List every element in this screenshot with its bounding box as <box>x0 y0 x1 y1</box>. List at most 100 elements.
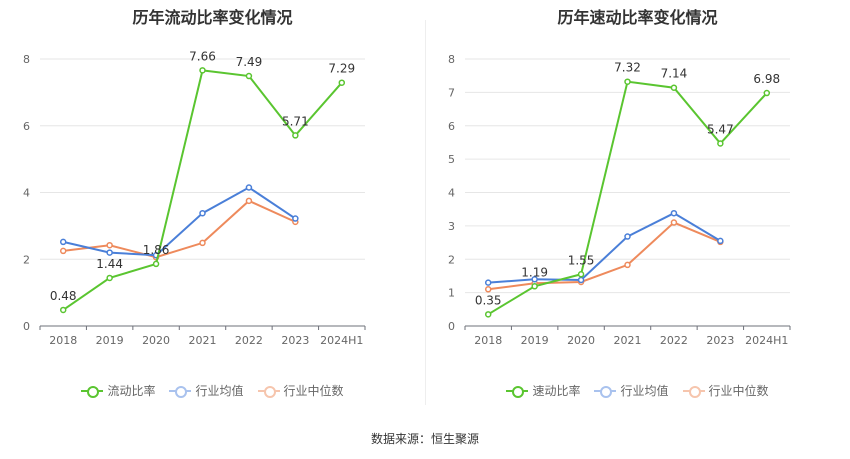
y-tick-label: 7 <box>448 86 455 99</box>
data-point <box>59 238 67 246</box>
data-label: 0.35 <box>475 293 502 307</box>
legend: 流动比率 行业均值 行业中位数 <box>0 382 425 399</box>
data-point <box>763 89 771 97</box>
x-tick-label: 2020 <box>142 334 170 347</box>
y-tick-label: 6 <box>23 120 30 133</box>
data-label: 1.44 <box>96 257 123 271</box>
data-point <box>338 79 346 86</box>
legend-item-industry-median[interactable]: 行业中位数 <box>257 382 344 399</box>
data-point <box>624 233 631 240</box>
legend-item-industry-median[interactable]: 行业中位数 <box>682 382 769 399</box>
y-tick-label: 8 <box>23 53 30 66</box>
y-tick-label: 5 <box>448 153 455 166</box>
data-label: 0.48 <box>50 289 77 303</box>
data-point <box>106 241 113 249</box>
data-label: 7.49 <box>236 55 263 69</box>
x-tick-label: 2023 <box>281 334 309 347</box>
x-tick-label: 2018 <box>49 334 77 347</box>
series-line <box>62 69 343 311</box>
data-point <box>484 286 492 293</box>
x-tick-label: 2022 <box>235 334 263 347</box>
y-tick-label: 8 <box>448 53 455 66</box>
data-point <box>717 140 724 147</box>
y-tick-label: 0 <box>23 320 30 333</box>
series-line <box>488 221 721 291</box>
series-line <box>63 199 296 259</box>
legend-swatch-icon <box>169 385 192 398</box>
legend-label: 行业中位数 <box>708 384 769 398</box>
data-point <box>670 209 678 217</box>
data-label: 7.32 <box>614 61 641 75</box>
data-label: 7.14 <box>661 67 688 81</box>
data-point <box>624 261 631 269</box>
data-label: 7.66 <box>189 49 216 63</box>
quick-ratio-chart: 历年速动比率变化情况 0 1 2 3 4 5 6 7 8 2018 2019 2020 2021 2022… <box>425 0 850 420</box>
data-point <box>59 247 67 255</box>
legend-swatch-icon <box>257 385 280 398</box>
data-label: 1.86 <box>143 243 170 257</box>
data-point <box>717 237 724 245</box>
legend-item-quick-ratio[interactable]: 速动比率 <box>506 382 580 399</box>
y-tick-label: 6 <box>448 120 455 133</box>
data-label: 1.55 <box>568 253 595 267</box>
data-point <box>531 276 538 283</box>
legend-swatch-icon <box>594 385 617 398</box>
legend-item-industry-mean[interactable]: 行业均值 <box>169 382 244 399</box>
data-point <box>106 274 113 282</box>
panel-divider <box>425 20 426 405</box>
current-ratio-plot: 0 2 4 6 8 2018 2019 2020 2021 2022 2023 2024H1 0.48 1… <box>23 49 366 347</box>
data-point <box>484 311 492 318</box>
data-point <box>670 84 678 91</box>
y-tick-label: 2 <box>448 253 455 266</box>
data-point <box>670 219 678 226</box>
x-tick-label: 2021 <box>189 334 217 347</box>
data-point <box>292 215 299 222</box>
chart-title: 历年速动比率变化情况 <box>557 8 718 27</box>
data-point <box>106 249 113 256</box>
legend-swatch-icon <box>506 385 529 398</box>
x-tick-label: 2021 <box>614 334 642 347</box>
data-point <box>152 260 160 268</box>
y-tick-label: 2 <box>23 253 30 266</box>
data-point <box>292 132 299 139</box>
data-point <box>199 209 206 217</box>
chart-title: 历年流动比率变化情况 <box>132 8 293 27</box>
y-tick-label: 4 <box>23 187 30 200</box>
y-tick-label: 0 <box>448 320 455 333</box>
legend-item-current-ratio[interactable]: 流动比率 <box>81 382 155 399</box>
legend-label: 行业中位数 <box>283 384 344 398</box>
data-point <box>577 276 585 284</box>
y-tick-label: 3 <box>448 220 455 233</box>
data-point <box>59 306 67 314</box>
data-point <box>199 239 206 247</box>
data-point <box>577 271 585 278</box>
x-tick-label: 2020 <box>567 334 595 347</box>
data-label: 5.71 <box>282 114 309 128</box>
data-source-note: 数据来源：恒生聚源 <box>370 432 479 446</box>
x-tick-label: 2019 <box>521 334 549 347</box>
series-line <box>62 186 296 257</box>
x-tick-label: 2018 <box>474 334 502 347</box>
x-tick-label: 2022 <box>660 334 688 347</box>
legend: 速动比率 行业均值 行业中位数 <box>425 382 850 399</box>
x-tick-label: 2019 <box>96 334 124 347</box>
current-ratio-chart: 历年流动比率变化情况 0 2 4 6 8 2018 2019 2020 2021 2022 2023… <box>0 0 425 420</box>
legend-swatch-icon <box>682 385 705 398</box>
data-point <box>624 78 631 85</box>
y-tick-label: 4 <box>448 187 455 200</box>
legend-label: 流动比率 <box>107 384 156 398</box>
data-label: 6.98 <box>753 72 780 86</box>
data-point <box>531 283 538 290</box>
data-label: 7.29 <box>328 62 355 76</box>
series-line <box>488 212 721 284</box>
x-tick-label: 2024H1 <box>745 334 788 347</box>
legend-label: 行业均值 <box>195 384 244 398</box>
y-tick-label: 1 <box>448 287 455 300</box>
legend-item-industry-mean[interactable]: 行业均值 <box>594 382 669 399</box>
data-point <box>245 72 253 80</box>
x-tick-label: 2023 <box>706 334 734 347</box>
legend-label: 行业均值 <box>620 384 669 398</box>
data-point <box>245 184 253 191</box>
data-point <box>199 67 206 74</box>
quick-ratio-plot: 0 1 2 3 4 5 6 7 8 2018 2019 2020 2021 2022 2023 2024H1 0… <box>448 53 791 347</box>
